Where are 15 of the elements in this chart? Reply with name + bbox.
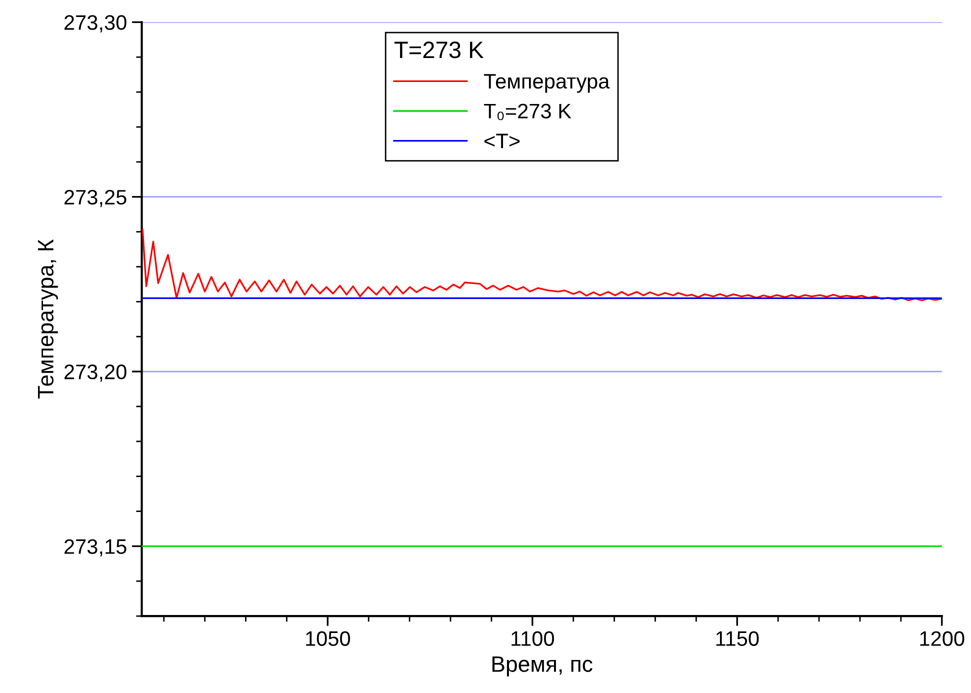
line-series [142, 228, 942, 302]
y-tick-label: 273,30 [64, 15, 126, 32]
y-axis-title: Температура, К [38, 239, 58, 399]
y-tick-label: 273,15 [64, 539, 126, 556]
legend-label: T₀=273 K [484, 104, 572, 120]
y-tick-label: 273,20 [64, 364, 126, 382]
x-tick-label: 1200 [920, 631, 964, 646]
x-tick-label: 1150 [716, 631, 759, 646]
legend-title: T=273 K [394, 42, 484, 58]
x-axis-title: Время, пс [492, 656, 592, 676]
y-tick-label: 273,25 [64, 190, 126, 208]
x-tick-label: 1100 [512, 631, 554, 646]
legend-label: Температура [484, 74, 610, 93]
legend-label: <T> [484, 134, 520, 148]
x-tick-label: 1050 [306, 631, 350, 646]
